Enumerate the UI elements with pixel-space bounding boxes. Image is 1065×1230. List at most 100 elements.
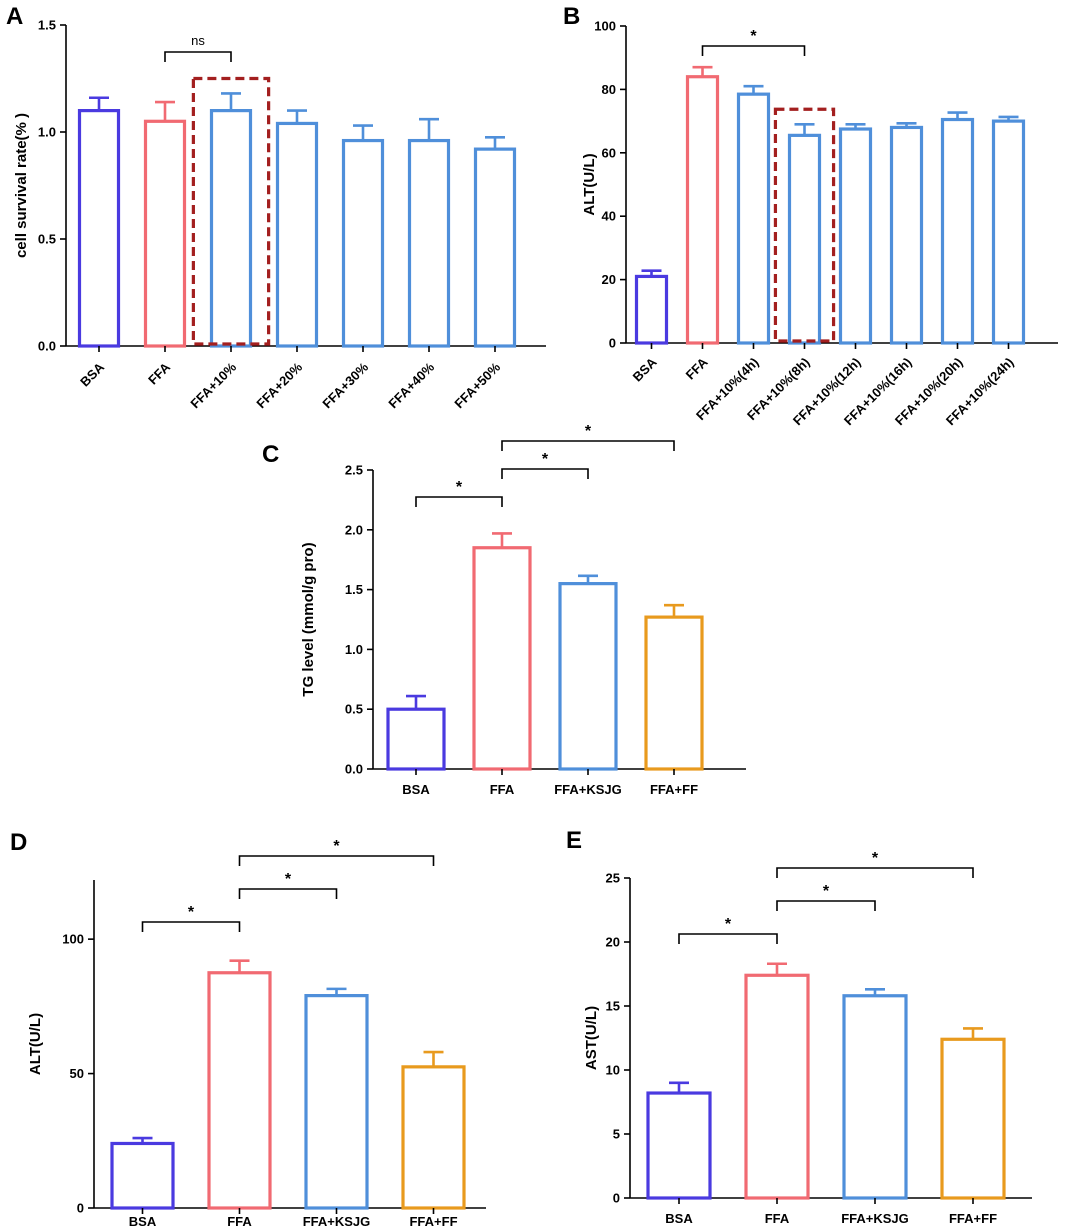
significance-label-a: ns xyxy=(191,33,205,48)
y-tick-label-b: 60 xyxy=(602,145,616,160)
significance-bracket-d xyxy=(141,921,241,932)
y-tick-label-b: 80 xyxy=(602,82,616,97)
significance-bracket-c xyxy=(415,496,503,507)
bar-b xyxy=(940,117,975,345)
x-tick-label-e: FFA+KSJG xyxy=(841,1211,909,1226)
bar-c xyxy=(644,615,704,771)
significance-bracket-c xyxy=(501,440,675,451)
significance-label-e: * xyxy=(872,850,879,867)
y-tick-label-c: 0.0 xyxy=(345,762,363,777)
y-tick-label-b: 100 xyxy=(594,19,616,34)
y-tick-label-e: 15 xyxy=(606,999,620,1014)
x-tick-label-c: FFA+FF xyxy=(650,782,698,797)
significance-label-e: * xyxy=(823,883,830,900)
significance-bracket-b xyxy=(701,45,806,56)
y-tick-label-e: 10 xyxy=(606,1063,620,1078)
highlight-box-b xyxy=(773,107,836,343)
x-tick-label-e: FFA+FF xyxy=(949,1211,997,1226)
y-tick-label-c: 2.5 xyxy=(345,463,363,478)
y-tick-label-c: 2.0 xyxy=(345,522,363,537)
x-tick-label-c: FFA xyxy=(490,782,515,797)
significance-bracket-d xyxy=(238,888,338,899)
x-tick-label-a: BSA xyxy=(77,359,107,389)
y-tick-label-a: 0.0 xyxy=(38,339,56,354)
y-tick-label-e: 25 xyxy=(606,871,620,886)
significance-bracket-e xyxy=(678,933,778,944)
y-tick-label-a: 1.5 xyxy=(38,18,56,33)
x-tick-label-a: FFA+10% xyxy=(187,359,239,411)
bar-b xyxy=(838,127,873,345)
panel-label-c: C xyxy=(262,441,279,468)
y-tick-label-e: 0 xyxy=(613,1191,620,1206)
significance-bracket-e xyxy=(776,867,974,878)
x-tick-label-e: BSA xyxy=(665,1211,693,1226)
significance-label-d: * xyxy=(188,904,195,921)
bar-b xyxy=(787,133,822,345)
bar-d xyxy=(207,971,272,1210)
bar-a xyxy=(143,119,187,348)
panel-label-d: D xyxy=(10,829,27,856)
x-tick-label-a: FFA+50% xyxy=(451,359,503,411)
y-tick-label-a: 0.5 xyxy=(38,232,56,247)
significance-label-e: * xyxy=(725,916,732,933)
y-tick-label-c: 1.5 xyxy=(345,582,363,597)
x-tick-label-a: FFA+40% xyxy=(385,359,437,411)
y-tick-label-d: 0 xyxy=(77,1201,84,1216)
panel-label-b: B xyxy=(563,3,580,30)
x-tick-label-e: FFA xyxy=(765,1211,790,1226)
x-tick-label-c: BSA xyxy=(402,782,430,797)
x-tick-label-a: FFA+20% xyxy=(253,359,305,411)
x-tick-label-c: FFA+KSJG xyxy=(554,782,622,797)
bar-b xyxy=(736,92,771,345)
x-tick-label-b: FFA xyxy=(683,354,711,382)
bar-e xyxy=(646,1091,712,1200)
significance-bracket-a xyxy=(164,51,232,62)
chart-panel-e: 0 5 10 15 20 25 AST(U/L) BSA FFA FFA+KSJG FFA+FF * *… xyxy=(583,850,1032,1226)
significance-label-b: * xyxy=(750,28,757,45)
bar-d xyxy=(304,994,369,1210)
bar-c xyxy=(386,707,446,771)
bar-d xyxy=(110,1141,175,1210)
y-axis-label-b: ALT(U/L) xyxy=(581,153,598,215)
y-axis-label-e: AST(U/L) xyxy=(583,1006,600,1070)
x-tick-label-b: BSA xyxy=(630,354,660,384)
bar-b xyxy=(685,75,720,345)
y-tick-label-d: 50 xyxy=(70,1066,84,1081)
bar-b xyxy=(991,119,1026,345)
significance-label-d: * xyxy=(285,871,292,888)
bar-b xyxy=(634,274,669,345)
bar-a xyxy=(473,147,517,348)
y-tick-label-d: 100 xyxy=(62,932,84,947)
bar-c xyxy=(558,582,618,771)
significance-bracket-c xyxy=(501,468,589,479)
bar-a xyxy=(341,138,385,348)
chart-panel-d: 0 50 100 ALT(U/L) BSA FFA FFA+KSJG FFA+FF * * * xyxy=(27,838,486,1229)
panel-label-e: E xyxy=(566,827,582,854)
panel-label-a: A xyxy=(6,3,23,30)
significance-label-c: * xyxy=(585,423,592,440)
bar-c xyxy=(472,546,532,771)
y-tick-label-e: 5 xyxy=(613,1127,620,1142)
significance-label-c: * xyxy=(542,451,549,468)
significance-bracket-d xyxy=(238,855,435,866)
y-axis-label-c: TG level (mmol/g pro) xyxy=(300,542,317,696)
bar-e xyxy=(744,973,810,1200)
y-tick-label-c: 0.5 xyxy=(345,702,363,717)
y-axis-label-a: cell survival rate(% ) xyxy=(13,113,30,258)
y-tick-label-c: 1.0 xyxy=(345,642,363,657)
x-tick-label-d: FFA+FF xyxy=(409,1214,457,1229)
significance-bracket-e xyxy=(776,900,876,911)
bar-a xyxy=(275,121,319,348)
bar-b xyxy=(889,125,924,345)
bar-a xyxy=(407,138,451,348)
x-tick-label-d: FFA+KSJG xyxy=(303,1214,371,1229)
x-tick-label-d: FFA xyxy=(227,1214,252,1229)
bar-d xyxy=(401,1065,466,1210)
bar-e xyxy=(940,1037,1006,1200)
y-tick-label-b: 40 xyxy=(602,209,616,224)
highlight-box-a xyxy=(191,76,271,346)
bar-a xyxy=(209,108,253,348)
y-tick-label-e: 20 xyxy=(606,935,620,950)
